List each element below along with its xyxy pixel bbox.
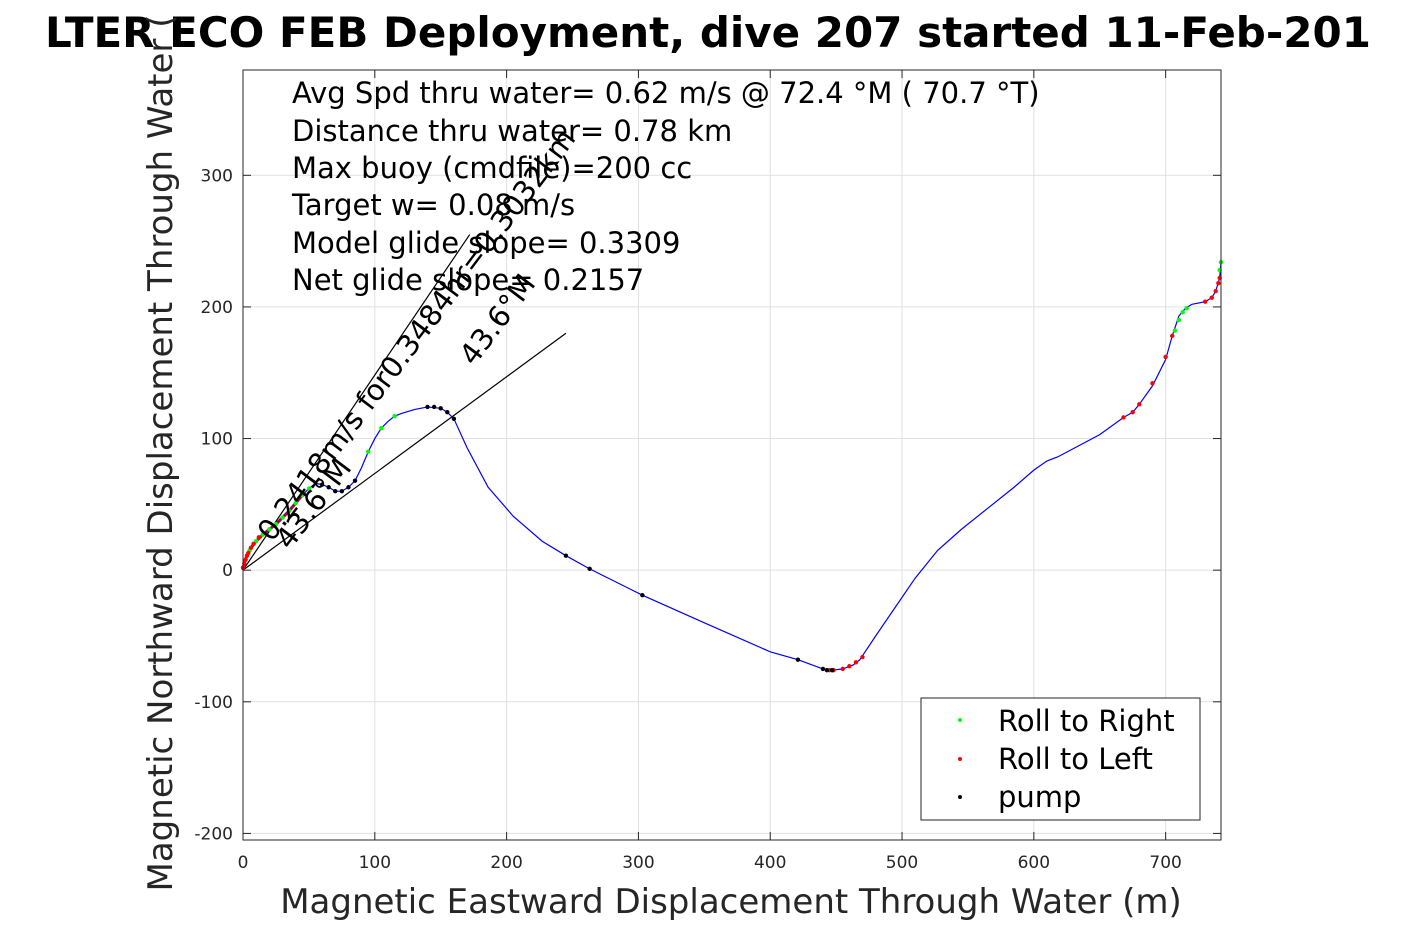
marker-roll-to-left <box>248 545 254 550</box>
marker-roll-to-right <box>1180 309 1185 315</box>
marker-roll-to-left <box>1202 299 1208 304</box>
marker-pump <box>587 566 592 572</box>
marker-roll-to-right <box>1172 328 1178 333</box>
x-tick-label: 500 <box>886 853 918 873</box>
x-tick-label: 100 <box>359 853 391 873</box>
marker-roll-to-right <box>273 521 279 527</box>
ticks: 0 100 200 300 400 500 600 700 -200 -100 0 100 200 300 <box>194 70 1221 873</box>
info-line-distance: Distance thru water= 0.78 km <box>292 114 732 148</box>
marker-pump <box>451 416 457 422</box>
x-tick-label: 400 <box>754 853 786 873</box>
marker-roll-to-left <box>251 541 256 547</box>
marker-roll-to-right <box>392 413 397 419</box>
marker-roll-to-right <box>306 486 312 491</box>
marker-pump <box>795 657 801 662</box>
marker-roll-to-left <box>1170 333 1175 339</box>
x-tick-label: 700 <box>1149 853 1181 873</box>
marker-pump <box>431 404 437 410</box>
marker-roll-to-right <box>293 500 298 506</box>
marker-pump <box>445 410 450 415</box>
marker-roll-to-left <box>243 557 248 562</box>
marker-roll-to-left <box>860 654 865 660</box>
marker-pump <box>339 488 345 494</box>
reference-line <box>242 234 471 571</box>
marker-roll-to-left <box>1150 381 1155 386</box>
marker-pump <box>425 404 430 410</box>
x-tick-label: 200 <box>490 853 522 873</box>
plot-frame <box>242 69 1222 841</box>
marker-roll-to-left <box>853 660 859 665</box>
marker-roll-to-right <box>280 515 285 520</box>
marker-pump <box>438 406 443 411</box>
reference-line <box>242 332 567 571</box>
marker-roll-to-left <box>1121 415 1126 420</box>
y-axis-label: Magnetic Northward Displacement Through … <box>141 15 181 892</box>
marker-roll-to-right <box>260 532 265 537</box>
x-axis-label: Magnetic Eastward Displacement Through W… <box>280 882 1182 922</box>
chart-title: LTER ECO FEB Deployment, dive 207 starte… <box>45 8 1371 57</box>
legend-label-roll-right: Roll to Right <box>998 704 1175 738</box>
marker-roll-to-left <box>1216 281 1221 286</box>
marker-roll-to-right <box>1184 306 1189 311</box>
marker-pump <box>326 485 331 490</box>
info-line-speed: Avg Spd thru water= 0.62 m/s @ 72.4 °M (… <box>292 76 1040 110</box>
x-tick-label: 300 <box>622 853 654 873</box>
marker-roll-to-left <box>246 550 251 556</box>
y-tick-label: 0 <box>222 561 233 581</box>
marker-pump <box>563 553 569 558</box>
y-tick-label: -200 <box>194 824 233 844</box>
legend-box <box>920 697 1201 821</box>
marker-roll-to-left <box>1137 402 1142 407</box>
marker-roll-to-left <box>1209 295 1214 300</box>
marker-roll-to-left <box>1213 288 1218 294</box>
reference-lines <box>242 234 567 571</box>
legend-marker-roll-right <box>958 718 962 722</box>
info-line-model-glide: Model glide slope= 0.3309 <box>292 226 680 260</box>
marker-roll-to-right <box>300 492 305 498</box>
info-line-max-buoy: Max buoy (cmdfile)=200 cc <box>292 151 692 185</box>
marker-roll-to-right <box>366 449 371 454</box>
marker-pump <box>346 485 351 490</box>
marker-roll-to-right <box>1176 317 1182 323</box>
marker-roll-to-left <box>256 535 262 540</box>
legend-marker-roll-left <box>958 757 962 761</box>
info-line-target-w: Target w= 0.08 m/s <box>291 188 575 222</box>
marker-pump <box>829 668 835 673</box>
marker-roll-to-left <box>1163 354 1168 360</box>
legend-label-roll-left: Roll to Left <box>998 742 1153 776</box>
marker-roll-to-left <box>847 664 852 669</box>
marker-pump <box>820 666 826 672</box>
legend-marker-pump <box>958 795 962 799</box>
marker-pump <box>333 488 338 494</box>
marker-pump <box>824 668 830 673</box>
x-tick-label: 600 <box>1018 853 1050 873</box>
y-tick-label: 300 <box>201 166 233 186</box>
y-tick-label: 200 <box>201 298 233 318</box>
y-tick-label: -100 <box>194 693 233 713</box>
marker-roll-to-left <box>840 666 845 672</box>
legend: Roll to Right Roll to Left pump <box>920 697 1201 821</box>
marker-pump <box>640 592 645 598</box>
y-tick-label: 100 <box>201 430 233 450</box>
marker-roll-to-right <box>379 425 384 431</box>
marker-pump <box>352 478 358 483</box>
info-line-net-glide: Net glide slope= 0.2157 <box>292 263 644 297</box>
markers <box>240 259 1224 673</box>
legend-label-pump: pump <box>998 780 1081 814</box>
marker-roll-to-left <box>1130 410 1135 415</box>
marker-pump <box>319 482 325 487</box>
marker-roll-to-right <box>267 527 272 532</box>
x-tick-label: 0 <box>238 853 249 873</box>
marker-roll-to-right <box>286 508 292 514</box>
info-text-block: Avg Spd thru water= 0.62 m/s @ 72.4 °M (… <box>291 76 1040 297</box>
